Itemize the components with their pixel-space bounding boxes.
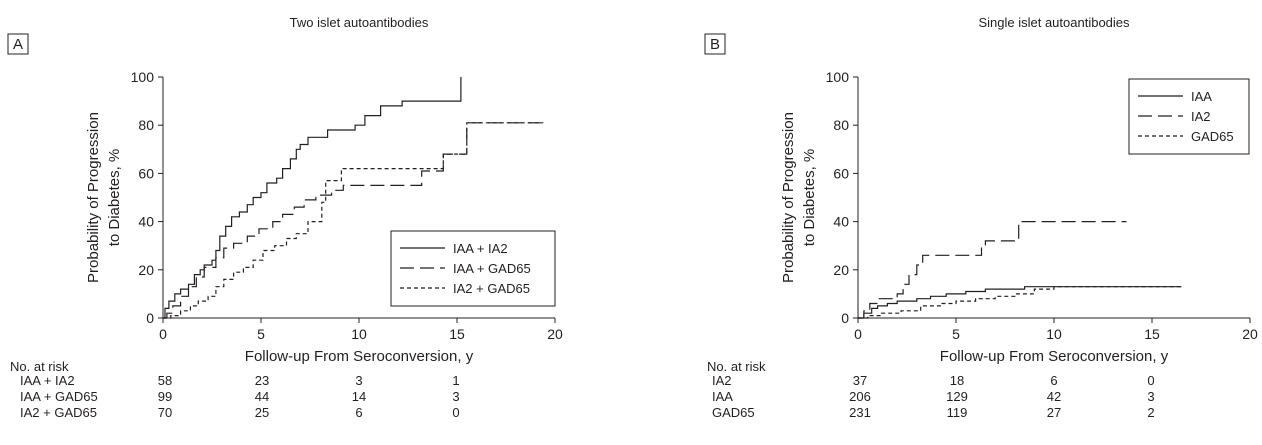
x-tick-label: 5 <box>952 326 960 342</box>
y-axis-label: to Diabetes, % <box>106 149 123 247</box>
y-tick-label: 40 <box>833 214 849 230</box>
chart-panel-b: Single islet autoantibodiesB020406080100… <box>704 15 1258 420</box>
series-line-iaa <box>858 286 1182 319</box>
y-tick-label: 100 <box>131 69 155 85</box>
x-axis-label: Follow-up From Seroconversion, y <box>245 348 474 365</box>
risk-value: 18 <box>950 373 964 388</box>
risk-value: 44 <box>255 389 269 404</box>
y-axis-label: Probability of Progression <box>85 112 102 283</box>
series-line-ia2-gad65 <box>163 122 544 319</box>
x-tick-label: 0 <box>159 326 167 342</box>
x-tick-label: 20 <box>1242 326 1258 342</box>
panel-label-box <box>704 33 726 55</box>
panel-label-box <box>7 33 29 55</box>
risk-value: 1 <box>452 373 459 388</box>
series-line-iaa-gad65 <box>163 122 544 319</box>
legend-entry: IA2 + GAD65 <box>453 281 530 296</box>
x-tick-label: 20 <box>547 326 563 342</box>
risk-value: 231 <box>849 405 871 420</box>
risk-value: 119 <box>947 405 968 420</box>
x-tick-label: 10 <box>351 326 367 342</box>
risk-value: 58 <box>158 373 172 388</box>
legend-entry: IAA <box>1191 89 1212 104</box>
y-tick-label: 0 <box>841 310 849 326</box>
risk-value: 14 <box>352 389 366 404</box>
y-axis-label: Probability of Progression <box>780 112 797 283</box>
legend-entry: IA2 <box>1191 109 1211 124</box>
risk-row-label: IAA <box>712 389 733 404</box>
legend-entry: GAD65 <box>1191 129 1234 144</box>
risk-row-label: IA2 + GAD65 <box>20 405 97 420</box>
panel-label: B <box>710 36 720 53</box>
risk-value: 3 <box>452 389 459 404</box>
risk-value: 27 <box>1047 405 1061 420</box>
series-line-gad65 <box>858 286 1182 319</box>
risk-value: 70 <box>158 405 172 420</box>
y-tick-label: 20 <box>138 262 154 278</box>
risk-value: 6 <box>355 405 362 420</box>
chart-title: Single islet autoantibodies <box>978 15 1130 30</box>
x-tick-label: 0 <box>854 326 862 342</box>
panel-label: A <box>13 36 23 53</box>
risk-value: 25 <box>255 405 269 420</box>
risk-value: 42 <box>1047 389 1061 404</box>
risk-value: 99 <box>158 389 172 404</box>
risk-value: 3 <box>1147 389 1154 404</box>
risk-row-label: IAA + IA2 <box>20 373 75 388</box>
series-line-iaa-ia2 <box>163 77 462 319</box>
series-line-ia2 <box>858 221 1127 319</box>
chart-title: Two islet autoantibodies <box>290 15 429 30</box>
risk-value: 6 <box>1050 373 1057 388</box>
risk-row-label: GAD65 <box>712 405 755 420</box>
y-axis-label: to Diabetes, % <box>801 149 818 247</box>
risk-row-label: IAA + GAD65 <box>20 389 98 404</box>
x-tick-label: 15 <box>449 326 465 342</box>
risk-value: 0 <box>452 405 459 420</box>
x-tick-label: 5 <box>257 326 265 342</box>
risk-table-header: No. at risk <box>707 359 766 374</box>
y-tick-label: 60 <box>138 165 154 181</box>
risk-row-label: IA2 <box>712 373 732 388</box>
risk-value: 2 <box>1147 405 1154 420</box>
legend-entry: IAA + IA2 <box>453 241 508 256</box>
risk-value: 3 <box>355 373 362 388</box>
risk-value: 0 <box>1147 373 1154 388</box>
legend-entry: IAA + GAD65 <box>453 261 531 276</box>
x-tick-label: 10 <box>1046 326 1062 342</box>
y-tick-label: 40 <box>138 214 154 230</box>
y-tick-label: 60 <box>833 165 849 181</box>
risk-table-header: No. at risk <box>10 359 69 374</box>
x-tick-label: 15 <box>1144 326 1160 342</box>
y-tick-label: 100 <box>826 69 850 85</box>
risk-value: 37 <box>853 373 867 388</box>
x-axis-label: Follow-up From Seroconversion, y <box>940 348 1169 365</box>
y-tick-label: 80 <box>833 117 849 133</box>
y-tick-label: 20 <box>833 262 849 278</box>
legend-box <box>390 230 556 307</box>
y-tick-label: 0 <box>146 310 154 326</box>
risk-value: 129 <box>946 389 968 404</box>
y-tick-label: 80 <box>138 117 154 133</box>
risk-value: 206 <box>849 389 871 404</box>
risk-value: 23 <box>255 373 269 388</box>
